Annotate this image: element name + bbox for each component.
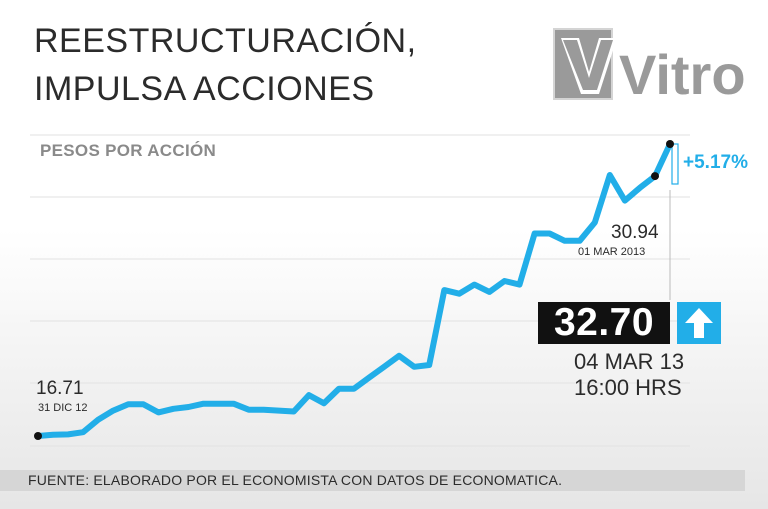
vitro-logo: Vitro [553,28,751,106]
chart-title-line-1: REESTRUCTURACIÓN, [34,22,417,60]
chart-title-line-2: IMPULSA ACCIONES [34,70,375,108]
y-axis-label: PESOS POR ACCIÓN [40,141,217,160]
start-point-marker [34,432,42,440]
percent-change-label: +5.17% [683,152,748,173]
start-value-label: 16.71 [36,378,84,399]
chart-markers [34,140,674,440]
previous-value-label: 30.94 [611,222,659,243]
logo-wordmark: Vitro [619,43,746,104]
last-price-badge: 32.70 [538,302,670,344]
up-arrow-badge [677,302,721,344]
previous-close-marker [651,172,659,181]
last-time-label: 16:00 HRS [574,375,682,400]
source-bar [0,470,745,491]
last-value-marker [666,140,674,148]
start-date-label: 31 DIC 12 [38,402,88,414]
last-date-label: 04 MAR 13 [574,349,685,374]
previous-date-label: 01 MAR 2013 [578,246,646,258]
up-arrow-icon [685,308,713,338]
change-bracket [671,143,679,185]
price-series-line [35,141,673,439]
source-note: FUENTE: ELABORADO POR EL ECONOMISTA CON … [28,472,563,488]
